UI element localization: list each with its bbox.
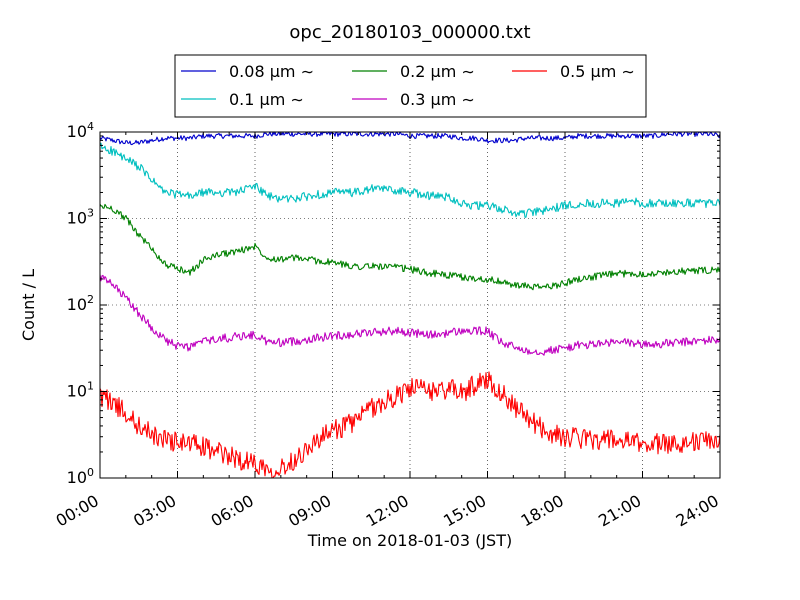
grid: [100, 132, 720, 478]
y-tick-label: 101: [67, 380, 94, 401]
x-tick-label: 18:00: [518, 491, 567, 531]
x-tick-labels: 00:00 03:00 06:00 09:00 12:00 15:00 18:00 21:00…: [53, 491, 722, 531]
series-line-4: [99, 371, 721, 479]
x-tick-label: 00:00: [53, 491, 102, 531]
series-line-1: [99, 142, 721, 218]
x-tick-label: 12:00: [363, 491, 412, 531]
legend: 0.08 μm ∼ 0.1 μm ∼ 0.2 μm ∼ 0.3 μm ∼ 0.5…: [174, 54, 647, 118]
legend-box: [174, 54, 647, 118]
x-tick-label: 03:00: [130, 491, 179, 531]
legend-label-4: 0.5 μm ∼: [560, 62, 635, 81]
legend-label-2: 0.2 μm ∼: [400, 62, 475, 81]
axis-ticks: [99, 131, 721, 479]
y-axis-label: Count / L: [19, 269, 38, 341]
y-tick-label: 104: [67, 120, 94, 141]
legend-item-3: 0.3 μm ∼: [352, 90, 475, 109]
series-lines: [99, 131, 721, 479]
x-axis-label: Time on 2018-01-03 (JST): [307, 531, 512, 550]
legend-label-1: 0.1 μm ∼: [229, 90, 304, 109]
series-line-2: [99, 203, 721, 291]
x-tick-label: 21:00: [595, 491, 644, 531]
legend-item-1: 0.1 μm ∼: [181, 90, 304, 109]
legend-item-2: 0.2 μm ∼: [352, 62, 475, 81]
legend-item-0: 0.08 μm ∼: [181, 62, 314, 81]
legend-item-4: 0.5 μm ∼: [512, 62, 635, 81]
legend-label-0: 0.08 μm ∼: [229, 62, 314, 81]
y-tick-label: 102: [67, 293, 94, 314]
y-tick-labels: 100 101 102 103 104: [67, 120, 94, 487]
x-tick-label: 15:00: [440, 491, 489, 531]
x-tick-label: 09:00: [285, 491, 334, 531]
chart-title: opc_20180103_000000.txt: [289, 22, 530, 43]
x-tick-label: 24:00: [673, 491, 722, 531]
y-tick-label: 100: [67, 466, 94, 487]
series-line-3: [99, 274, 721, 356]
x-tick-label: 06:00: [208, 491, 257, 531]
y-tick-label: 103: [67, 207, 94, 228]
legend-label-3: 0.3 μm ∼: [400, 90, 475, 109]
